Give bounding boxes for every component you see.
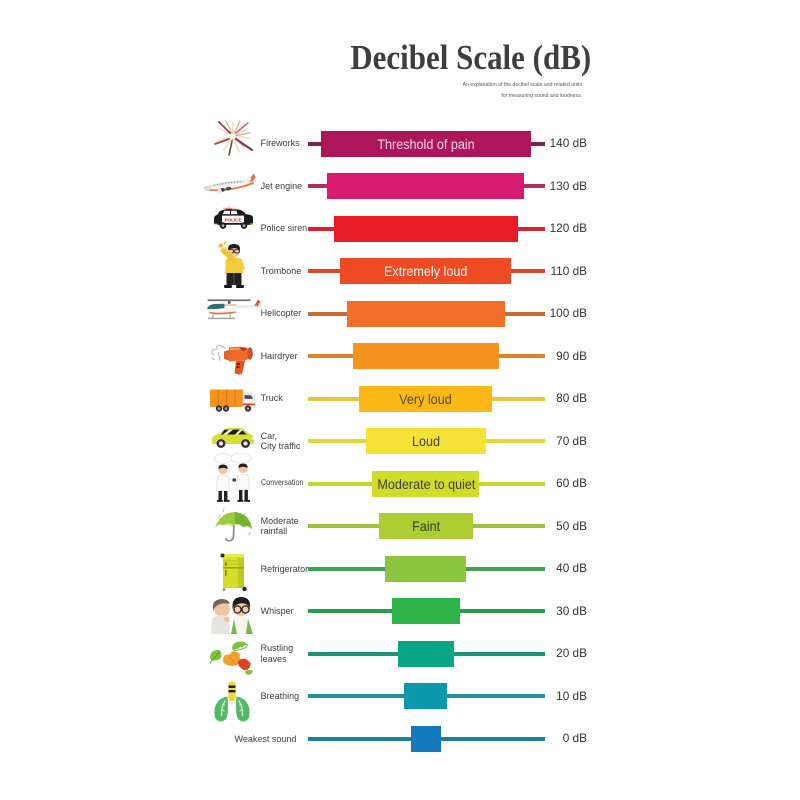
svg-text:POLICE: POLICE: [224, 218, 241, 223]
